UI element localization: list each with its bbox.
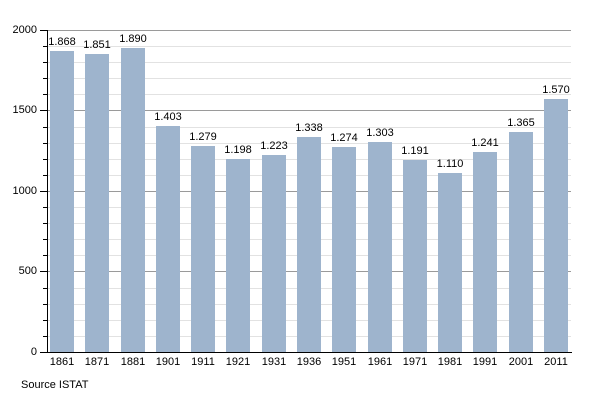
y-tick-0 — [40, 352, 47, 353]
x-tick-label-1991: 1991 — [472, 356, 498, 368]
value-label-1881: 1.890 — [119, 33, 147, 45]
y-minor-tick-100 — [43, 336, 47, 337]
value-label-2011: 1.570 — [542, 84, 570, 96]
major-gridline-1500 — [47, 110, 571, 111]
x-tick-label-1871: 1871 — [84, 356, 110, 368]
bar-1861 — [50, 51, 74, 352]
bar-2001 — [509, 132, 533, 352]
y-minor-tick-600 — [43, 255, 47, 256]
bar-1936 — [297, 137, 321, 352]
x-tick-label-1861: 1861 — [49, 356, 75, 368]
y-minor-tick-1800 — [43, 62, 47, 63]
value-label-1936: 1.338 — [295, 122, 323, 134]
x-tick-label-1911: 1911 — [191, 356, 215, 368]
minor-gridline-1800 — [47, 62, 571, 63]
y-minor-tick-300 — [43, 304, 47, 305]
value-label-1871: 1.851 — [83, 39, 111, 51]
minor-gridline-1700 — [47, 78, 571, 79]
y-minor-tick-1200 — [43, 159, 47, 160]
y-minor-tick-800 — [43, 223, 47, 224]
y-tick-2000 — [40, 30, 47, 31]
y-tick-label-0: 0 — [30, 346, 37, 358]
y-tick-1000 — [40, 191, 47, 192]
x-tick-label-1931: 1931 — [261, 356, 287, 368]
y-minor-tick-1100 — [43, 175, 47, 176]
bar-1911 — [191, 146, 215, 352]
bar-1871 — [85, 54, 109, 352]
y-minor-tick-900 — [43, 207, 47, 208]
bar-1991 — [473, 152, 497, 352]
y-minor-tick-1900 — [43, 46, 47, 47]
bar-1981 — [438, 173, 462, 352]
minor-gridline-1400 — [47, 127, 571, 128]
y-minor-tick-400 — [43, 288, 47, 289]
major-gridline-2000 — [47, 30, 571, 31]
x-tick-label-1951: 1951 — [331, 356, 357, 368]
y-tick-label-2000: 2000 — [12, 24, 37, 36]
x-tick-label-2011: 2011 — [544, 356, 568, 368]
bar-1901 — [156, 126, 180, 352]
x-tick-label-1971: 1971 — [402, 356, 428, 368]
value-label-1911: 1.279 — [189, 131, 217, 143]
y-tick-label-1000: 1000 — [12, 185, 37, 197]
y-tick-500 — [40, 271, 47, 272]
x-tick-label-1881: 1881 — [120, 356, 146, 368]
y-minor-tick-1600 — [43, 94, 47, 95]
x-tick-label-1961: 1961 — [367, 356, 393, 368]
y-axis-line — [47, 30, 48, 353]
plot-area: 1.868 1.851 1.890 1.403 1.279 1.198 1.223 1.338… — [47, 30, 571, 352]
y-tick-label-500: 500 — [18, 265, 37, 277]
value-label-1981: 1.110 — [436, 158, 464, 170]
bar-1971 — [403, 160, 427, 352]
bar-2011 — [544, 99, 568, 352]
value-label-1951: 1.274 — [330, 132, 358, 144]
x-tick-label-2001: 2001 — [508, 356, 534, 368]
y-minor-tick-1400 — [43, 127, 47, 128]
minor-gridline-1900 — [47, 46, 571, 47]
bar-1931 — [262, 155, 286, 352]
value-label-1971: 1.191 — [401, 145, 429, 157]
y-minor-tick-700 — [43, 239, 47, 240]
value-label-1901: 1.403 — [154, 111, 182, 123]
x-tick-label-1981: 1981 — [437, 356, 463, 368]
x-tick-label-1901: 1901 — [155, 356, 181, 368]
source-note: Source ISTAT — [21, 379, 89, 391]
value-label-1861: 1.868 — [48, 36, 76, 48]
x-tick-label-1921: 1921 — [225, 356, 251, 368]
y-tick-label-1500: 1500 — [12, 104, 37, 116]
y-tick-1500 — [40, 110, 47, 111]
bar-1881 — [121, 48, 145, 352]
value-label-1991: 1.241 — [471, 137, 499, 149]
bar-1961 — [368, 142, 392, 352]
y-minor-tick-1700 — [43, 78, 47, 79]
minor-gridline-1600 — [47, 94, 571, 95]
x-tick-label-1936: 1936 — [296, 356, 322, 368]
bar-1951 — [332, 147, 356, 352]
value-label-1961: 1.303 — [366, 127, 394, 139]
x-axis-line — [47, 352, 572, 353]
y-minor-tick-200 — [43, 320, 47, 321]
value-label-2001: 1.365 — [507, 117, 535, 129]
y-minor-tick-1300 — [43, 143, 47, 144]
bar-1921 — [226, 159, 250, 352]
value-label-1931: 1.223 — [260, 140, 288, 152]
value-label-1921: 1.198 — [224, 144, 252, 156]
